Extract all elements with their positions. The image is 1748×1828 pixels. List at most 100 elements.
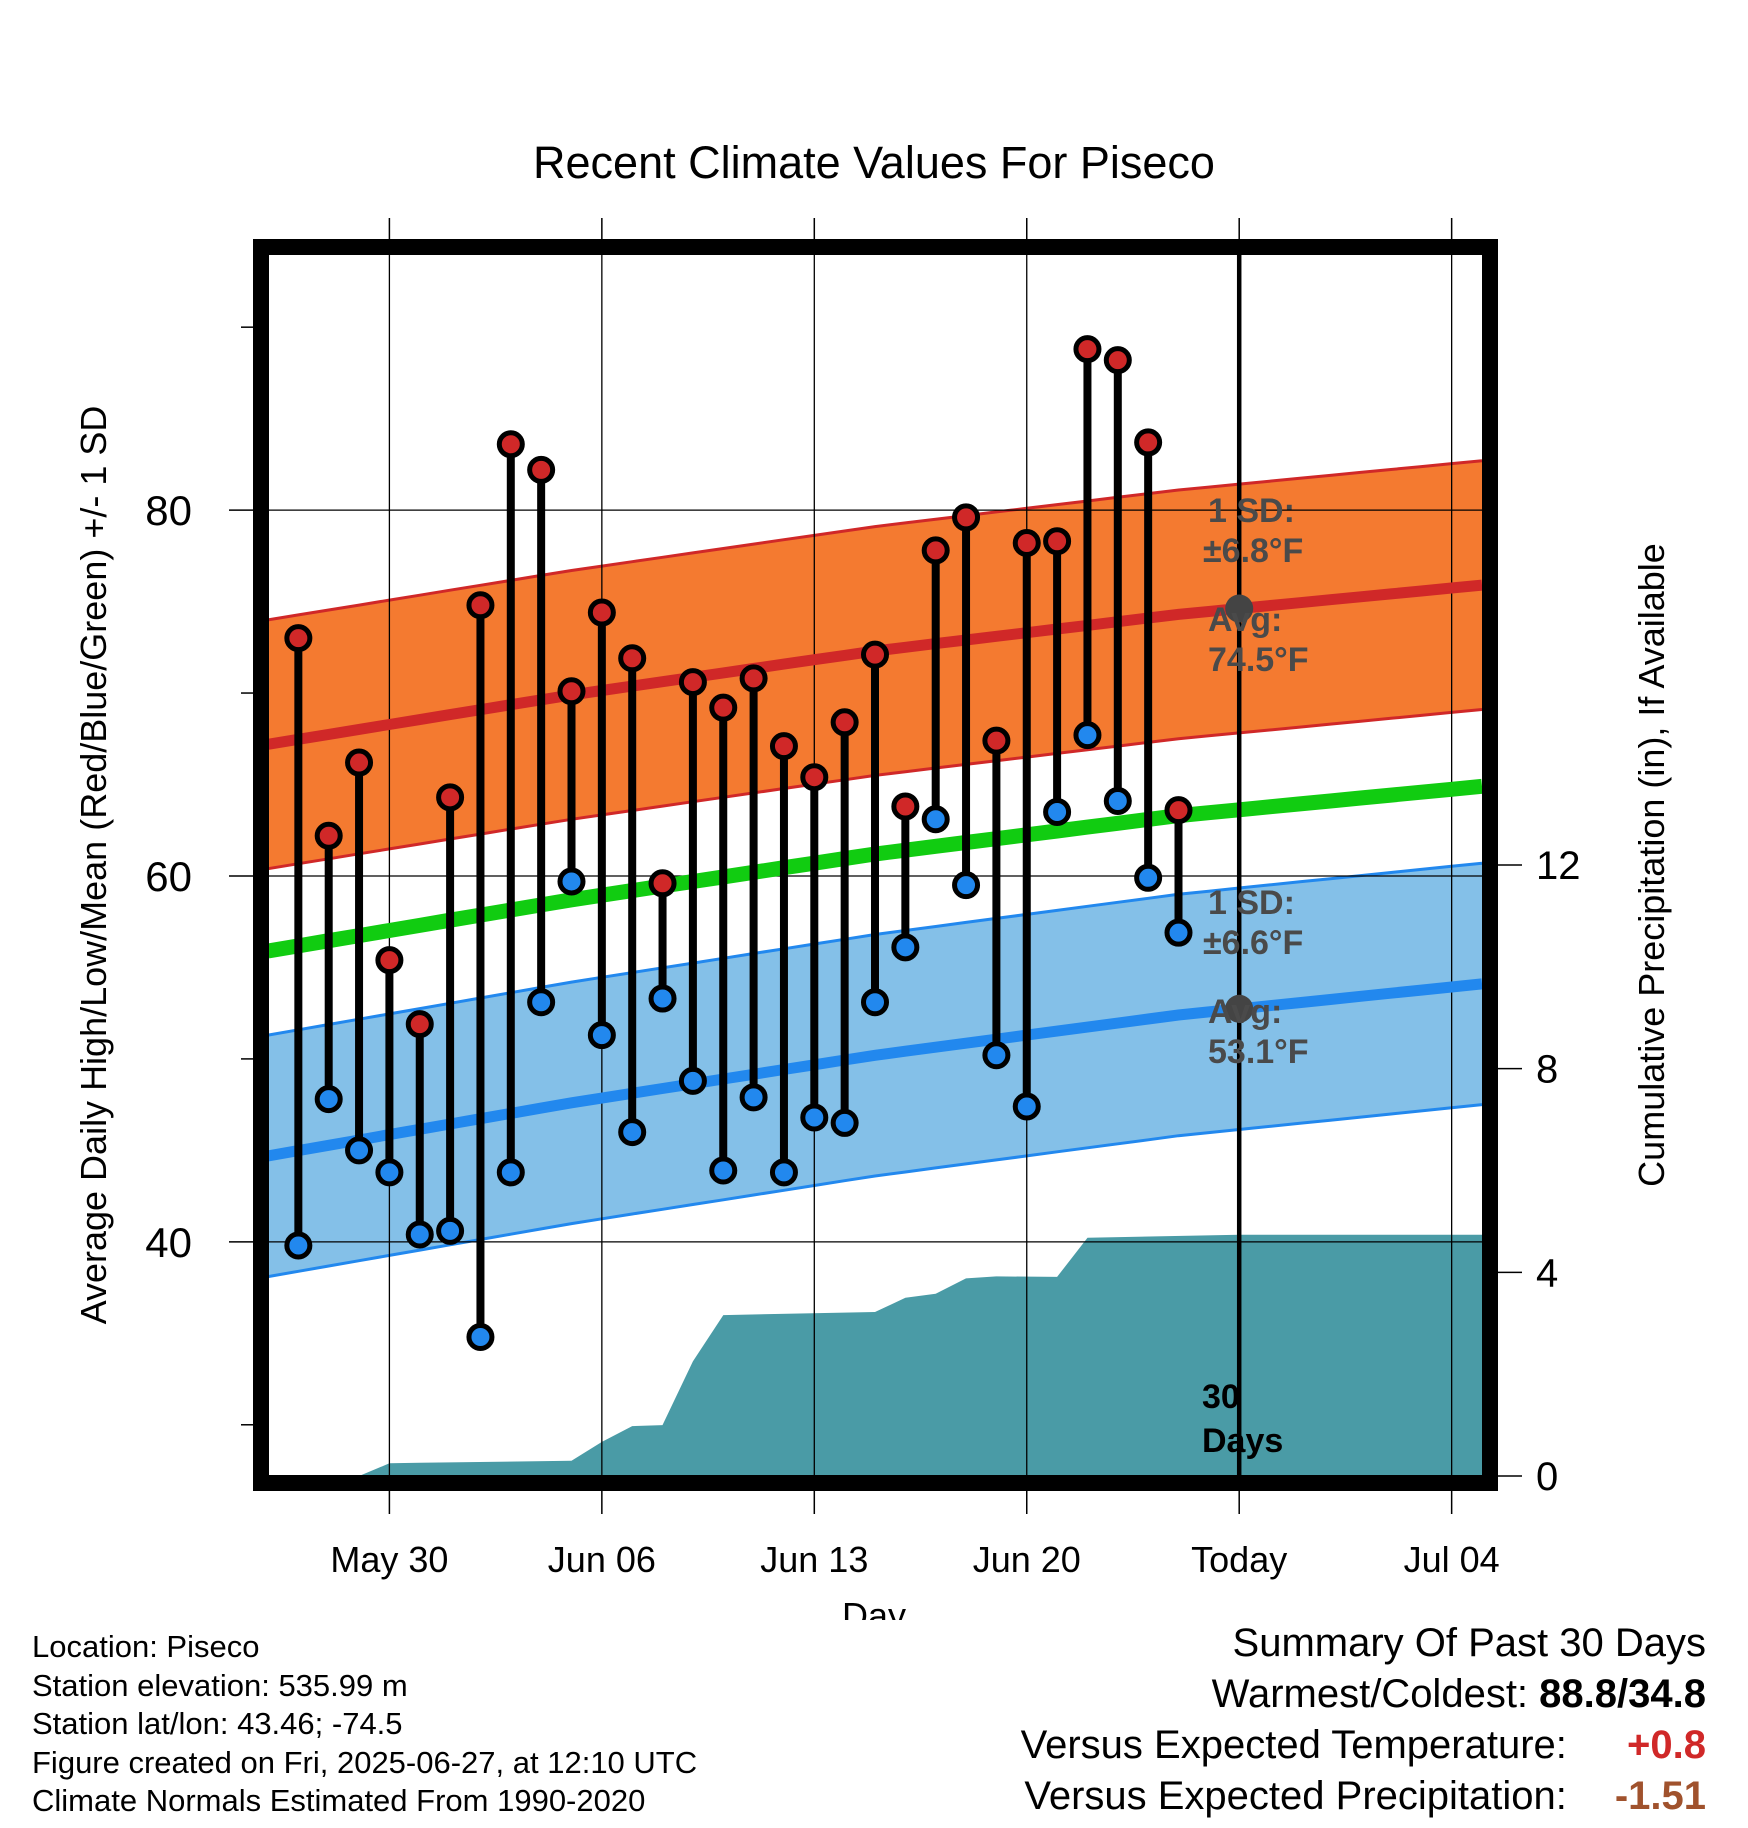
observed-temperatures (284, 335, 1193, 1351)
high-avg-value: 74.5°F (1208, 641, 1309, 679)
today-high-avg-marker (1225, 594, 1254, 623)
normal-low-line (267, 978, 1483, 1162)
daily-high-point (557, 677, 586, 706)
y2-tick-label: 8 (1536, 1048, 1558, 1092)
temperature-departure-row: Versus Expected Temperature: +0.8 (1021, 1720, 1706, 1771)
climate-chart: Recent Climate Values For Piseco 1 SD: ±… (73, 137, 1672, 1620)
daily-low-point (952, 871, 981, 900)
warmest-coldest-row: Warmest/Coldest: 88.8/34.8 (1021, 1669, 1706, 1720)
elevation-text: Station elevation: 535.99 m (32, 1667, 408, 1703)
daily-high-point (405, 1010, 434, 1039)
low-avg-label: Avg: (1208, 993, 1282, 1031)
daily-low-point (830, 1108, 859, 1137)
daily-low-point (345, 1136, 374, 1165)
y-tick-label: 40 (145, 1219, 192, 1266)
chart-title: Recent Climate Values For Piseco (533, 137, 1215, 188)
x-tick-label: Today (1191, 1539, 1287, 1580)
y2-axis-label: Cumulative Precipitation (in), If Availa… (1631, 543, 1672, 1187)
low-sd-band (268, 863, 1482, 1277)
daily-low-point (1134, 863, 1163, 892)
daily-high-point (1103, 346, 1132, 375)
daily-low-point (800, 1103, 829, 1132)
precipitation-area (268, 1234, 1482, 1476)
summary-panel: Summary Of Past 30 Days Warmest/Coldest:… (1021, 1618, 1706, 1822)
latlon-text: Station lat/lon: 43.46; -74.5 (32, 1706, 403, 1741)
station-info: Location: Piseco Station elevation: 535.… (32, 1628, 697, 1821)
daily-high-point (1043, 527, 1072, 556)
daily-low-point (375, 1158, 404, 1187)
daily-high-point (375, 946, 404, 975)
low-sd-value: ±6.6°F (1203, 924, 1303, 962)
axes: May 30 Jun 06 Jun 13 Jun 20 Today Jul 04 40 60 8… (145, 218, 1581, 1580)
daily-high-point (982, 726, 1011, 755)
high-sd-label: 1 SD: (1208, 492, 1295, 530)
daily-low-point (1043, 797, 1072, 826)
x-tick-label: Jun 13 (760, 1539, 868, 1580)
daily-low-point (709, 1156, 738, 1185)
daily-high-point (678, 668, 707, 697)
daily-high-point (861, 640, 889, 669)
daily-low-point (678, 1066, 707, 1095)
daily-high-point (527, 455, 556, 484)
y-tick-label: 80 (145, 487, 192, 534)
daily-high-point (921, 536, 950, 565)
daily-low-point (284, 1231, 313, 1260)
daily-high-point (1073, 335, 1102, 364)
y-axis-label: Average Daily High/Low/Mean (Red/Blue/Gr… (73, 406, 114, 1325)
daily-low-point (405, 1220, 434, 1249)
daily-high-point (1134, 428, 1163, 457)
daily-high-point (891, 792, 920, 821)
daily-high-point (466, 591, 495, 620)
daily-low-point (1073, 721, 1102, 750)
precipitation-departure-label: Versus Expected Precipitation: (1024, 1774, 1567, 1818)
location-text: Location: Piseco (32, 1629, 260, 1664)
warmest-coldest-value: 88.8/34.8 (1539, 1672, 1706, 1716)
daily-high-point (436, 783, 465, 812)
daily-low-point (587, 1021, 616, 1050)
x-tick-label: Jun 20 (973, 1539, 1081, 1580)
daily-high-point (769, 732, 798, 761)
temperature-departure-label: Versus Expected Temperature: (1020, 1723, 1567, 1767)
daily-low-point (466, 1322, 495, 1351)
y2-tick-label: 12 (1536, 844, 1581, 888)
daily-high-point (830, 708, 859, 737)
daily-low-point (769, 1158, 798, 1187)
x-tick-label: Jul 04 (1404, 1539, 1500, 1580)
high-avg-label: Avg: (1208, 601, 1282, 639)
daily-low-point (1103, 786, 1132, 815)
high-sd-value: ±6.8°F (1203, 532, 1303, 570)
daily-high-point (587, 598, 616, 627)
summary-title: Summary Of Past 30 Days (1232, 1621, 1706, 1665)
daily-high-point (800, 763, 829, 792)
daily-low-point (1164, 918, 1193, 947)
temperature-departure-value: +0.8 (1627, 1723, 1706, 1767)
x-tick-label: May 30 (330, 1539, 448, 1580)
y2-tick-label: 4 (1536, 1251, 1558, 1295)
daily-low-point (1012, 1092, 1041, 1121)
daily-high-point (618, 644, 647, 673)
daily-low-point (648, 984, 677, 1013)
daily-high-point (345, 748, 374, 777)
daily-high-point (1012, 529, 1041, 558)
days-word-label: Days (1202, 1422, 1283, 1460)
daily-high-point (952, 503, 981, 532)
daily-high-point (739, 664, 768, 693)
low-avg-value: 53.1°F (1208, 1033, 1309, 1071)
precipitation-departure-row: Versus Expected Precipitation: -1.51 (1021, 1771, 1706, 1822)
daily-low-point (891, 933, 920, 962)
daily-low-point (861, 988, 889, 1017)
high-sd-upper-edge (267, 459, 1483, 622)
created-text: Figure created on Fri, 2025-06-27, at 12… (32, 1744, 698, 1780)
daily-low-point (436, 1216, 465, 1245)
today-low-avg-marker (1225, 994, 1254, 1023)
plot-frame (253, 239, 1498, 1491)
daily-high-point (1164, 796, 1193, 825)
today-line (1225, 254, 1254, 1476)
y-tick-label: 60 (145, 853, 192, 900)
daily-low-point (921, 805, 950, 834)
x-axis-label: Day (842, 1595, 906, 1620)
daily-low-point (527, 988, 556, 1017)
x-tick-label: Jun 06 (548, 1539, 656, 1580)
annotations: 1 SD: ±6.8°F Avg: 74.5°F 1 SD: ±6.6°F Av… (1202, 492, 1309, 1460)
normals-text: Climate Normals Estimated From 1990-2020 (32, 1783, 646, 1818)
